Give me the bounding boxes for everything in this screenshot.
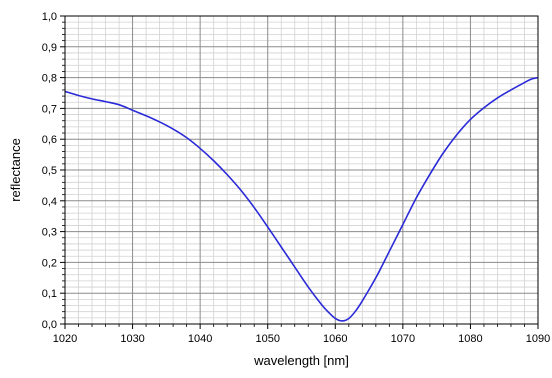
y-tick-labels: 0,0 0,1 0,2 0,3 0,4 0,5 0,6 0,7 0,8 0,9 1,0 [42,11,57,331]
x-tick-label: 1030 [120,333,144,345]
y-tick-label: 0,9 [42,42,57,54]
x-tick-label: 1050 [255,333,279,345]
y-axis-title: reflectance [8,138,23,202]
x-tick-label: 1020 [53,333,77,345]
y-tick-label: 0,4 [42,196,57,208]
x-tick-label: 1060 [323,333,347,345]
x-axis-title: wavelength [nm] [253,353,349,368]
y-tick-label: 0,3 [42,227,57,239]
y-tick-label: 0,6 [42,134,57,146]
x-tick-label: 1090 [526,333,550,345]
y-tick-label: 0,5 [42,165,57,177]
series-layer [64,76,539,322]
x-tick-label: 1040 [188,333,212,345]
x-tick-labels: 1020 1030 1040 1050 1060 1070 1080 1090 [53,333,550,345]
y-tick-label: 1,0 [42,11,57,23]
y-tick-label: 0,8 [42,73,57,85]
reflectance-line [64,76,539,322]
y-tick-label: 0,7 [42,103,57,115]
y-tick-label: 0,2 [42,257,57,269]
y-tick-label: 0,0 [42,319,57,331]
x-tick-label: 1080 [458,333,482,345]
axis-ticks [60,15,539,329]
y-tick-label: 0,1 [42,288,57,300]
x-tick-label: 1070 [391,333,415,345]
